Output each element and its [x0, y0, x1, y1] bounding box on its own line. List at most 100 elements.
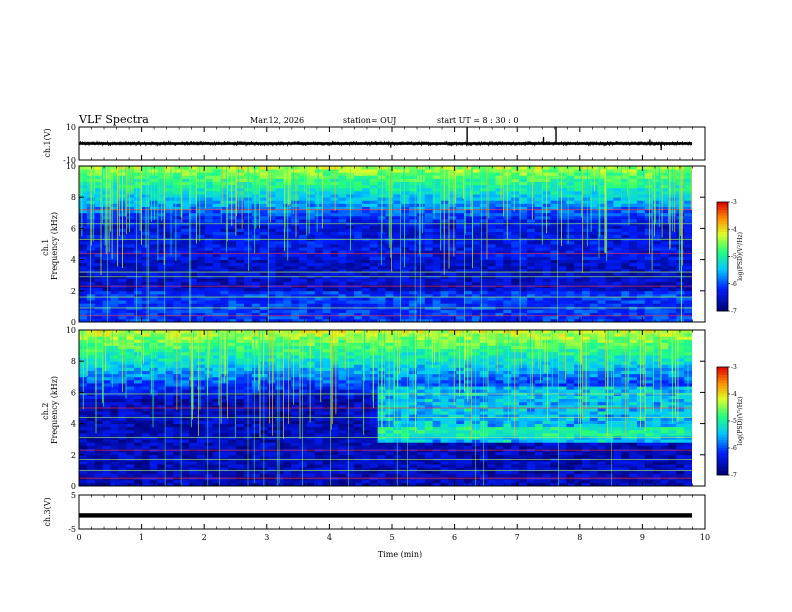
spectrogram-cell: [149, 262, 158, 267]
spectrogram-cell: [511, 290, 520, 295]
spectrogram-cell: [338, 231, 347, 236]
spectrogram-cell: [409, 203, 418, 207]
spectrogram-cell: [259, 209, 269, 214]
spectrogram-cell: [424, 200, 434, 204]
spectrogram-cell: [652, 297, 661, 301]
spectrogram-cell: [550, 315, 559, 320]
spectrogram-cell: [251, 231, 261, 236]
spectrogram-cell: [165, 336, 174, 340]
spectrogram-cell: [314, 247, 324, 251]
spectrogram-cell: [644, 184, 654, 189]
spectrogram-cell: [589, 244, 599, 248]
spectrogram-cell: [118, 303, 127, 307]
spectrogram-cell: [291, 309, 300, 314]
spectrogram-cell: [456, 278, 465, 282]
spectrogram-cell: [448, 234, 457, 239]
spectrogram-cell: [181, 386, 190, 390]
spectrogram-cell: [102, 408, 111, 412]
spectrogram-cell: [361, 184, 371, 189]
spectrogram-cell: [267, 247, 276, 251]
spectrogram-cell: [440, 256, 449, 260]
spectrogram-cell: [259, 287, 269, 292]
spectrogram-cell: [299, 256, 308, 260]
spectrogram-cell: [181, 240, 190, 245]
spectrogram-cell: [157, 473, 166, 478]
spectrogram-cell: [236, 178, 245, 182]
spectrogram-cell: [448, 262, 457, 267]
spectrogram-cell: [259, 250, 269, 254]
spectrogram-cell: [613, 259, 622, 264]
spectrogram-cell: [126, 404, 135, 409]
spectrogram-cell: [361, 172, 371, 176]
spectrogram-cell: [432, 178, 441, 182]
spectrogram-cell: [173, 169, 182, 173]
spectrogram-cell: [149, 303, 158, 307]
spectrogram-cell: [471, 231, 481, 236]
spectrogram-cell: [181, 172, 190, 176]
spectrogram-cell: [581, 200, 591, 204]
spectrogram-cell: [181, 187, 190, 192]
spectrogram-cell: [519, 240, 528, 245]
spectrogram-cell: [259, 312, 269, 317]
spectrogram-cell: [361, 256, 371, 260]
spectrogram-cell: [558, 175, 567, 179]
spectrogram-cell: [519, 262, 528, 267]
spectrogram-cell: [511, 175, 520, 179]
spectrogram-cell: [330, 190, 339, 195]
spectrogram-cell: [519, 206, 528, 211]
spectrogram-cell: [149, 404, 158, 409]
spectrogram-cell: [314, 300, 324, 304]
spectrogram-cell: [471, 290, 481, 295]
spectrogram-cell: [636, 309, 646, 314]
spectrogram-cell: [471, 244, 481, 248]
spectrogram-cell: [79, 200, 88, 204]
spectrogram-cell: [79, 482, 88, 486]
spectrogram-cell: [157, 330, 166, 334]
spectrogram-cell: [165, 256, 174, 260]
spectrogram-cell: [574, 231, 583, 236]
spectrogram-cell: [566, 187, 575, 192]
spectrogram-cell: [440, 312, 449, 317]
spectrogram-cell: [204, 178, 213, 182]
spectrogram-cell: [432, 187, 441, 192]
spectrogram-cell: [495, 187, 504, 192]
spectrogram-cell: [102, 386, 111, 390]
spectrogram-cell: [503, 293, 512, 298]
spectrogram-cell: [424, 234, 434, 239]
spectrogram-cell: [306, 209, 316, 214]
spectrogram-cell: [542, 312, 551, 317]
spectrogram-cell: [621, 318, 630, 322]
spectrogram-cell: [299, 172, 308, 176]
spectrogram-cell: [487, 172, 496, 176]
spectrogram-cell: [574, 256, 583, 260]
spectrogram-cell: [393, 172, 402, 176]
spectrogram-cell: [464, 181, 473, 186]
spectrogram-cell: [409, 219, 418, 223]
spectrogram-cell: [534, 225, 544, 229]
station-label: station= OUJ: [343, 116, 396, 125]
spectrogram-cell: [94, 420, 103, 424]
spectrogram-cell: [220, 231, 229, 236]
spectrogram-cell: [621, 231, 630, 236]
spectrogram-cell: [189, 215, 198, 220]
spectrogram-cell: [102, 464, 111, 468]
spectrogram-cell: [479, 312, 489, 317]
spectrogram-cell: [401, 303, 410, 307]
spectrogram-cell: [220, 194, 229, 198]
spectrogram-cell: [526, 166, 536, 170]
spectrogram-cell: [220, 203, 229, 207]
spectrogram-cell: [79, 244, 88, 248]
spectrogram-cell: [613, 219, 622, 223]
spectrogram-cell: [393, 293, 402, 298]
spectrogram-cell: [134, 272, 143, 276]
spectrogram-cell: [86, 401, 96, 406]
spectrogram-cell: [456, 244, 465, 248]
spectrogram-cell: [196, 278, 206, 282]
spectrogram-cell: [401, 206, 410, 211]
spectrogram-cell: [299, 318, 308, 322]
spectrogram-cell: [676, 318, 685, 322]
spectrogram-cell: [165, 423, 174, 428]
spectrogram-cell: [228, 268, 237, 273]
spectrogram-cell: [86, 361, 96, 365]
spectrogram-cell: [581, 250, 591, 254]
